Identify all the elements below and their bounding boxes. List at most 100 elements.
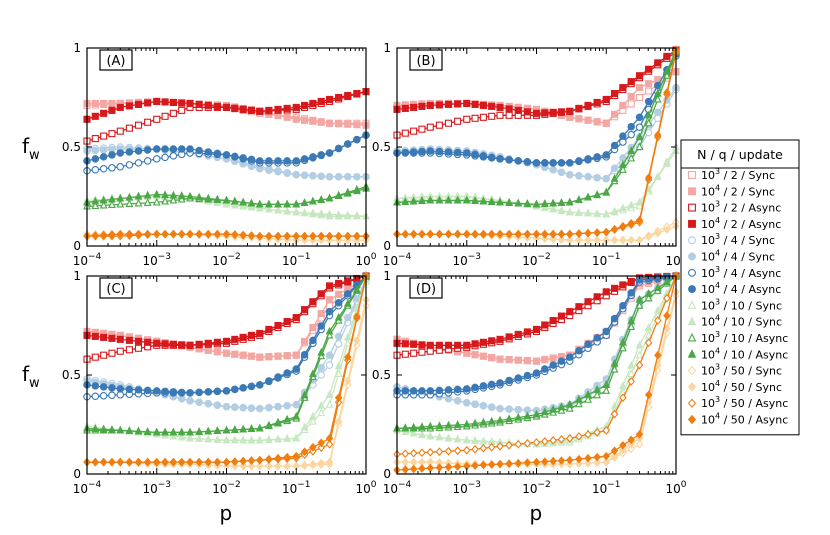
data-point <box>265 377 273 385</box>
data-point <box>247 231 256 240</box>
data-point <box>566 434 574 443</box>
data-point <box>463 341 471 349</box>
data-point <box>239 403 247 412</box>
data-point <box>125 229 134 239</box>
data-point <box>644 293 653 302</box>
data-point <box>479 113 487 121</box>
data-point <box>344 313 352 322</box>
data-point <box>557 168 566 176</box>
data-point <box>566 107 574 115</box>
data-point <box>134 229 143 239</box>
data-point <box>410 349 418 357</box>
panel-label-text: (B) <box>416 54 435 69</box>
data-point <box>334 393 343 403</box>
data-point <box>178 106 186 114</box>
data-point <box>317 310 325 318</box>
data-point <box>239 461 247 471</box>
data-point <box>292 199 301 208</box>
data-point <box>325 326 334 335</box>
data-point <box>471 383 479 392</box>
data-point <box>426 195 435 204</box>
data-point <box>91 424 100 433</box>
data-point <box>619 221 627 231</box>
data-point <box>335 279 343 287</box>
data-point <box>292 157 300 165</box>
data-point <box>256 461 264 471</box>
data-point <box>116 347 124 355</box>
data-point <box>541 436 549 446</box>
data-point <box>549 435 557 445</box>
data-point <box>444 462 453 472</box>
data-point <box>91 231 100 240</box>
data-point <box>444 148 453 156</box>
data-point <box>344 91 352 100</box>
data-point <box>610 358 619 367</box>
data-point <box>125 346 133 354</box>
x-tick-label: 10−1 <box>282 480 311 496</box>
data-point <box>108 230 116 239</box>
legend-entry: 104 / 50 / Sync <box>687 379 782 394</box>
data-point <box>344 120 352 128</box>
data-point <box>256 157 264 165</box>
data-point <box>463 445 471 455</box>
data-point <box>301 116 309 124</box>
data-point <box>471 351 479 359</box>
data-point <box>566 455 574 465</box>
data-point <box>541 321 549 329</box>
data-point <box>496 415 504 424</box>
data-point <box>274 417 282 426</box>
data-point <box>444 446 453 456</box>
data-point <box>549 159 557 167</box>
data-point <box>204 426 213 435</box>
data-point <box>352 285 361 293</box>
data-point <box>274 453 282 463</box>
data-point <box>444 119 453 127</box>
data-point <box>610 446 619 456</box>
legend-marker <box>687 382 697 392</box>
data-point <box>523 158 532 166</box>
data-point <box>239 230 247 240</box>
data-point <box>549 204 558 213</box>
data-point <box>435 421 444 430</box>
data-point <box>91 135 99 143</box>
data-point <box>514 374 523 382</box>
data-point <box>635 132 644 141</box>
data-point <box>334 312 343 321</box>
data-point <box>627 289 635 297</box>
data-point <box>186 145 194 153</box>
data-point <box>239 154 247 162</box>
legend-entry: 103 / 2 / Sync <box>688 167 775 182</box>
data-point <box>125 192 134 201</box>
data-point <box>265 461 273 471</box>
data-point <box>444 100 453 108</box>
data-point <box>532 457 541 467</box>
data-point <box>265 106 273 114</box>
data-point <box>309 323 317 332</box>
legend-entry: 103 / 4 / Sync <box>688 232 775 247</box>
data-point <box>454 100 462 108</box>
data-point <box>557 402 566 411</box>
data-point <box>317 438 325 448</box>
data-point <box>435 121 443 129</box>
data-point <box>627 316 636 325</box>
data-point <box>523 458 532 467</box>
data-point <box>116 335 124 343</box>
data-point <box>479 229 488 239</box>
data-point <box>645 87 653 95</box>
data-point <box>161 196 169 205</box>
data-point <box>274 168 282 176</box>
data-point <box>91 99 99 107</box>
data-point <box>644 173 653 183</box>
data-point <box>593 118 601 126</box>
data-point <box>602 288 610 296</box>
data-point <box>325 307 334 316</box>
data-point <box>222 195 231 204</box>
data-point <box>627 444 635 454</box>
data-point <box>325 149 334 157</box>
data-point <box>317 97 325 106</box>
data-point <box>274 205 282 214</box>
data-point <box>635 201 644 210</box>
data-point <box>292 103 300 111</box>
data-point <box>645 80 653 88</box>
legend-marker <box>688 219 696 228</box>
